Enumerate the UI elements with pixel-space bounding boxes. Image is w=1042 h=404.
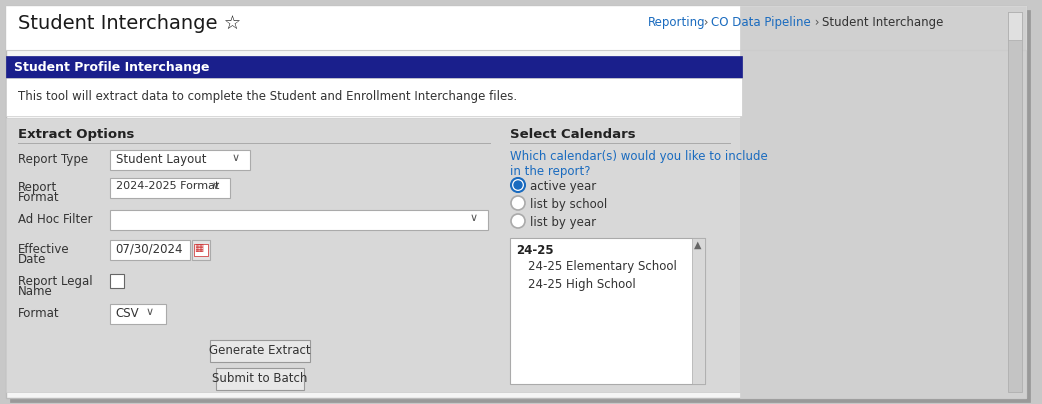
Bar [6,6,1026,50]
Text: Report Legal: Report Legal [18,275,93,288]
Text: CO Data Pipeline: CO Data Pipeline [711,16,811,29]
Bar [192,240,210,260]
Text: Name: Name [18,285,53,298]
Text: Format: Format [18,191,59,204]
Text: active year: active year [530,180,596,193]
Bar [216,368,304,390]
Text: list by school: list by school [530,198,607,211]
Bar [740,6,1026,398]
Bar [194,244,208,256]
Bar [510,238,705,384]
Bar [110,150,250,170]
Text: ∨: ∨ [146,307,154,317]
Bar [110,304,166,324]
Text: Student Interchange ☆: Student Interchange ☆ [18,14,242,33]
Text: This tool will extract data to complete the Student and Enrollment Interchange f: This tool will extract data to complete … [18,90,517,103]
Circle shape [511,214,525,228]
Text: ›: › [811,16,823,29]
Circle shape [511,196,525,210]
Bar [6,118,742,392]
Bar [210,340,311,362]
Text: CSV: CSV [115,307,139,320]
Bar [692,238,705,384]
Text: 24-25 High School: 24-25 High School [528,278,636,291]
Text: Ad Hoc Filter: Ad Hoc Filter [18,213,93,226]
Text: Generate Extract: Generate Extract [209,344,311,357]
Text: Extract Options: Extract Options [18,128,134,141]
Text: Select Calendars: Select Calendars [510,128,636,141]
Text: list by year: list by year [530,216,596,229]
Text: ∨: ∨ [232,153,240,163]
Text: Reporting: Reporting [648,16,705,29]
Text: ∨: ∨ [470,213,478,223]
Text: 24-25: 24-25 [516,244,553,257]
Text: 07/30/2024: 07/30/2024 [115,243,182,256]
Text: Which calendar(s) would you like to include
in the report?: Which calendar(s) would you like to incl… [510,150,768,178]
Text: Format: Format [18,307,59,320]
Bar [6,78,742,116]
Text: Student Interchange: Student Interchange [822,16,943,29]
Text: 2024-2025 Format: 2024-2025 Format [116,181,220,191]
Bar [110,210,488,230]
Text: Submit to Batch: Submit to Batch [213,372,307,385]
Text: 24-25 Elementary School: 24-25 Elementary School [528,260,677,273]
Bar [110,240,190,260]
Text: ∨: ∨ [212,181,220,191]
Bar [1008,12,1022,40]
Circle shape [511,178,525,192]
Bar [110,178,230,198]
Bar [1008,12,1022,392]
Bar [110,274,124,288]
Text: ›: › [700,16,713,29]
Text: Date: Date [18,253,47,266]
Text: Effective: Effective [18,243,70,256]
Text: Report Type: Report Type [18,153,89,166]
Circle shape [514,181,522,189]
Bar [6,56,742,78]
Text: Student Layout: Student Layout [116,153,206,166]
Text: Report: Report [18,181,57,194]
Text: ▲: ▲ [694,240,701,250]
Text: Student Profile Interchange: Student Profile Interchange [14,61,209,74]
Text: ▦: ▦ [194,243,203,253]
